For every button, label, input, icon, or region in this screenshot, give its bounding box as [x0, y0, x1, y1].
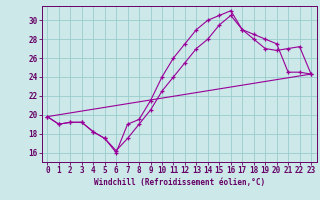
- X-axis label: Windchill (Refroidissement éolien,°C): Windchill (Refroidissement éolien,°C): [94, 178, 265, 187]
